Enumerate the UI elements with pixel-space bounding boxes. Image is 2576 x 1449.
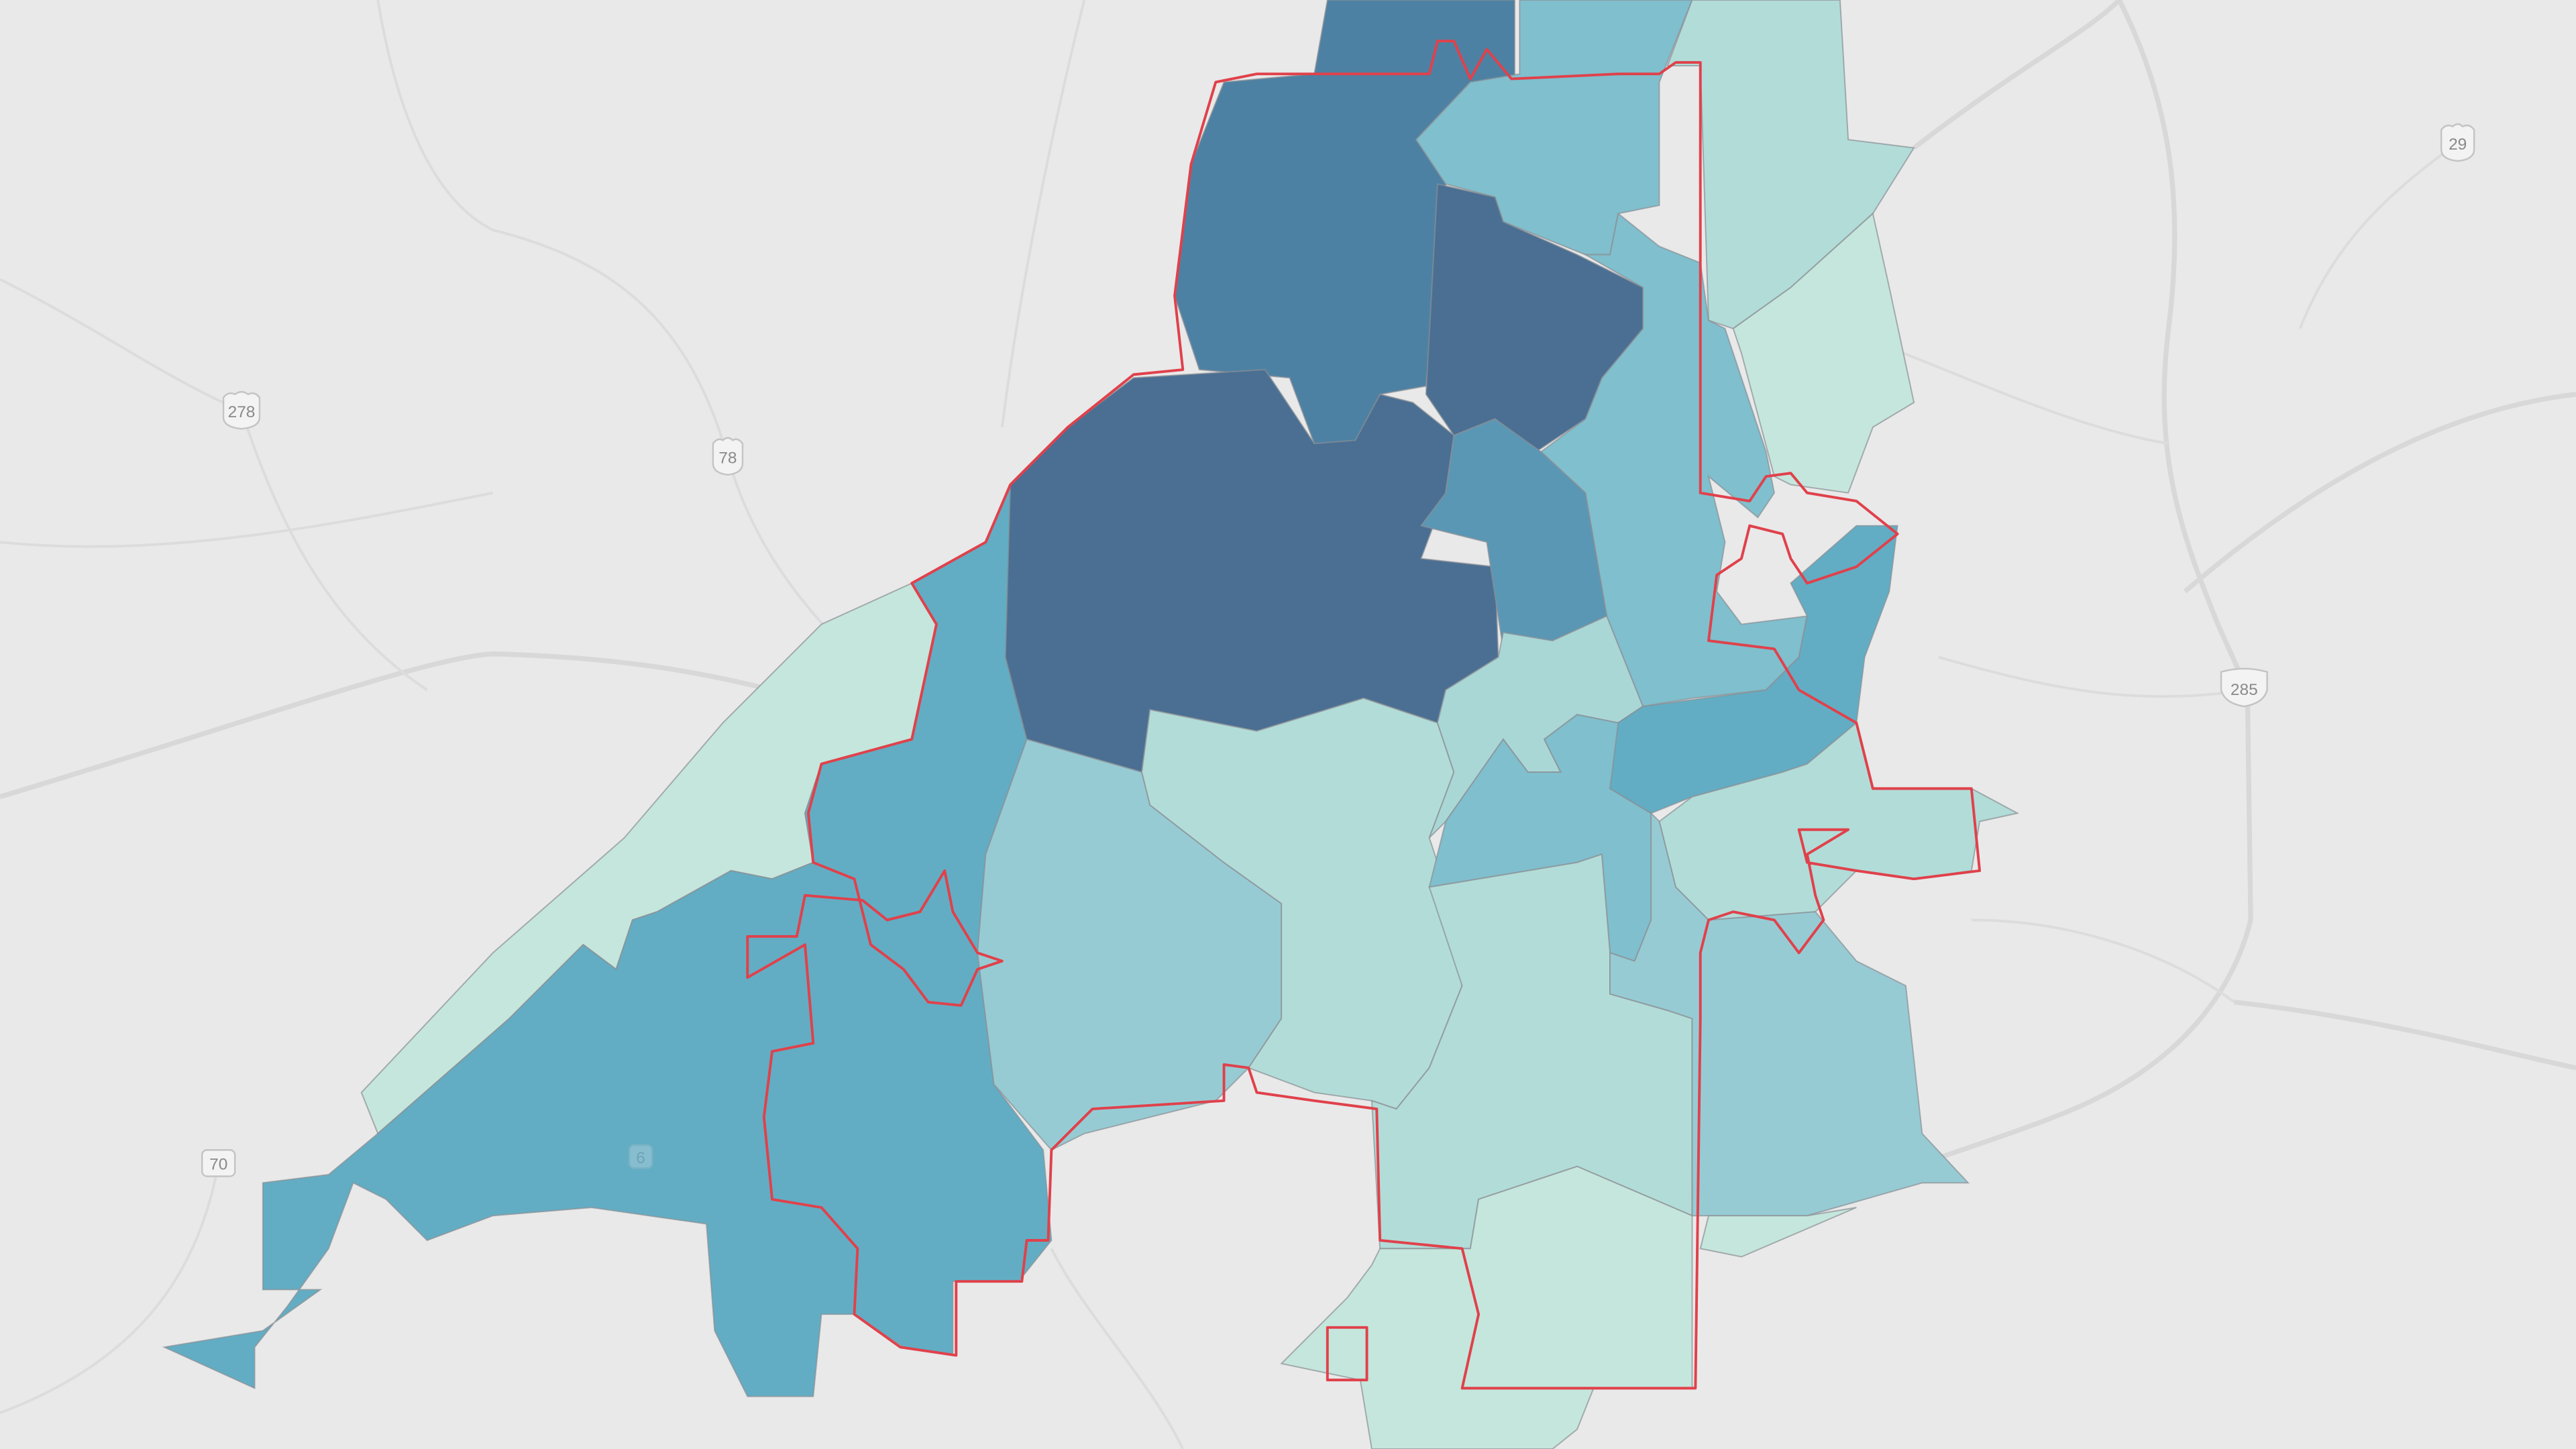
region-east-blue[interactable] <box>1609 525 1898 814</box>
shield-label: 29 <box>2449 136 2467 154</box>
region-southeast-tip[interactable] <box>1699 1207 1857 1258</box>
shield-label: 78 <box>718 449 737 468</box>
shield-285: 285 <box>2220 667 2268 708</box>
region-central-darkest[interactable] <box>1004 369 1499 773</box>
shield-70: 70 <box>201 1149 236 1177</box>
shield-label: 278 <box>228 403 256 421</box>
shield-29: 29 <box>2440 123 2475 162</box>
shield-label: 285 <box>2231 681 2258 699</box>
region-northeast-top[interactable] <box>1415 0 1693 256</box>
shield-278: 278 <box>222 390 261 430</box>
region-east-upper[interactable] <box>1732 212 1915 494</box>
city-boundary-outline <box>746 40 1981 1390</box>
shield-78: 78 <box>712 437 744 476</box>
region-south-lightest[interactable] <box>1280 1165 1693 1449</box>
shield-6: 6 <box>628 1144 653 1169</box>
region-polygons[interactable] <box>162 0 2020 1449</box>
shield-label: 6 <box>636 1149 645 1167</box>
shield-label: 70 <box>209 1156 227 1174</box>
